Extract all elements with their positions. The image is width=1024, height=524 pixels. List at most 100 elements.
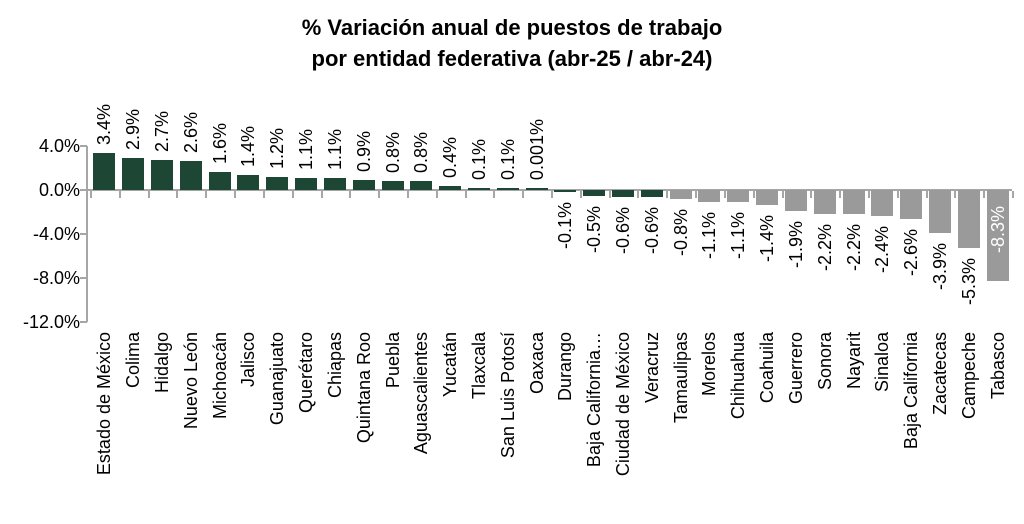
category-label-Oaxaca: Oaxaca (526, 332, 547, 395)
value-label: 0.4% (440, 136, 461, 178)
category-label-Sonora: Sonora (814, 332, 835, 391)
x-axis-tick-mark (291, 191, 294, 198)
bar-Hidalgo (151, 160, 174, 190)
bar-Aguascalientes (410, 181, 433, 190)
y-axis-line (86, 146, 88, 322)
category-label-Aguascalientes: Aguascalientes (411, 332, 432, 455)
value-label: -1.4% (757, 215, 778, 263)
value-label: -0.6% (641, 206, 662, 254)
y-axis-tick-label: -8.0% (32, 268, 80, 288)
value-label: -1.1% (699, 212, 720, 260)
category-label-Estado de México: Estado de México (94, 332, 115, 476)
value-label: -0.8% (670, 208, 691, 256)
y-axis-tick-mark (80, 277, 87, 279)
category-label-Durango: Durango (555, 332, 576, 402)
category-label-Sinaloa: Sinaloa (872, 332, 893, 393)
category-label-San Luis Potosí: San Luis Potosí (497, 332, 518, 459)
value-label: 0.8% (382, 132, 403, 174)
value-label: -2.2% (814, 224, 835, 272)
y-axis-tick-label: -12.0% (22, 312, 80, 332)
value-label: 1.6% (209, 123, 230, 165)
bar-Querétaro (295, 177, 318, 190)
bar-Veracruz (640, 190, 663, 197)
x-axis-tick-mark (579, 191, 582, 198)
value-label: 0.1% (468, 138, 489, 180)
value-label: 0.1% (497, 138, 518, 180)
x-axis-tick-mark (983, 191, 986, 198)
category-label-Veracruz: Veracruz (641, 332, 662, 404)
value-label: -0.6% (613, 206, 634, 254)
x-axis-baseline (86, 189, 1012, 191)
x-axis-tick-mark (493, 191, 496, 198)
value-label: 0.001% (526, 118, 547, 180)
value-label: 3.4% (94, 103, 115, 145)
category-label-Baja California…: Baja California… (584, 332, 605, 468)
category-label-Guanajuato: Guanajuato (267, 332, 288, 426)
x-axis-tick-mark (810, 191, 813, 198)
value-label: 1.1% (296, 128, 317, 170)
category-label-Tamaulipas: Tamaulipas (670, 332, 691, 424)
category-label-Querétaro: Querétaro (296, 332, 317, 414)
bar-San Luis Potosí (496, 188, 519, 190)
x-axis-tick-mark (896, 191, 899, 198)
x-axis-tick-mark (118, 191, 121, 198)
category-label-Hidalgo: Hidalgo (152, 332, 173, 394)
x-axis-tick-mark (90, 191, 92, 198)
x-axis-tick-mark (608, 191, 611, 198)
category-label-Chiapas: Chiapas (324, 332, 345, 399)
x-axis-tick-mark (464, 191, 467, 198)
bar-Colima (122, 158, 145, 190)
bar-Quintana Roo (352, 180, 375, 190)
x-axis-tick-mark (406, 191, 409, 198)
x-axis-tick-mark (147, 191, 150, 198)
category-label-Baja California: Baja California (901, 332, 922, 450)
value-label: 1.2% (267, 127, 288, 169)
bar-Coahuila (756, 190, 779, 206)
value-label: -2.4% (872, 226, 893, 274)
bar-Tlaxcala (467, 188, 490, 190)
category-label-Jalisco: Jalisco (238, 332, 259, 388)
category-label-Yucatán: Yucatán (440, 332, 461, 398)
x-axis-tick-mark (378, 191, 381, 198)
x-axis-tick-mark (551, 191, 553, 198)
x-axis-tick-mark (637, 191, 640, 198)
category-label-Coahuila: Coahuila (757, 332, 778, 404)
bar-Nayarit (842, 190, 865, 215)
bar-Chihuahua (727, 190, 750, 203)
chart-title-line1: % Variación anual de puestos de trabajo (301, 15, 723, 40)
x-axis-tick-mark (752, 191, 755, 198)
x-axis-tick-mark (666, 191, 669, 198)
y-axis-tick-mark (80, 233, 87, 235)
value-label: -0.1% (555, 202, 576, 250)
bar-Baja California… (583, 190, 606, 196)
category-label-Ciudad de México: Ciudad de México (613, 332, 634, 477)
category-label-Chihuahua: Chihuahua (728, 332, 749, 420)
x-axis-tick-mark (781, 191, 784, 198)
category-label-Tlaxcala: Tlaxcala (468, 332, 489, 400)
value-label: 0.8% (411, 132, 432, 174)
bar-Estado de México (93, 152, 116, 190)
x-axis-tick-mark (723, 191, 726, 198)
value-label: 2.6% (180, 112, 201, 154)
x-axis-tick-mark (205, 191, 208, 198)
y-axis-tick-label: -4.0% (32, 224, 80, 244)
category-label-Tabasco: Tabasco (987, 332, 1008, 400)
category-label-Nayarit: Nayarit (843, 332, 864, 390)
value-label: -0.5% (584, 205, 605, 253)
category-label-Puebla: Puebla (382, 332, 403, 389)
x-axis-tick-mark (839, 191, 842, 198)
value-label: -5.3% (958, 258, 979, 306)
x-axis-tick-mark (522, 191, 525, 198)
x-axis-tick-mark (176, 191, 179, 198)
y-axis-tick-mark (80, 321, 87, 323)
chart-title-line2: por entidad federativa (abr-25 / abr-24) (311, 46, 713, 71)
value-label: 2.9% (123, 109, 144, 151)
category-label-Morelos: Morelos (699, 332, 720, 397)
category-label-Colima: Colima (123, 332, 144, 389)
bar-Morelos (698, 190, 721, 203)
value-label: -1.1% (728, 212, 749, 260)
category-label-Michoacán: Michoacán (209, 332, 230, 420)
bar-Sonora (813, 190, 836, 215)
bar-Campeche (957, 190, 980, 249)
bar-Ciudad de México (612, 190, 635, 197)
